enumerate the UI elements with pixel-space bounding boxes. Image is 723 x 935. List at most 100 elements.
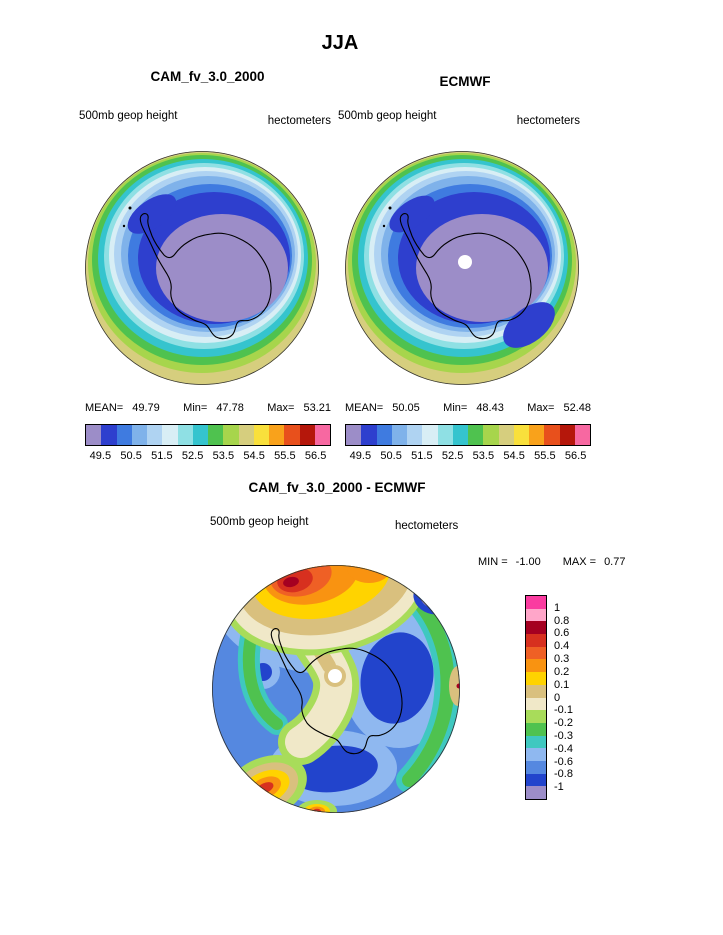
colorbar-segment	[526, 697, 546, 711]
map-cam	[85, 151, 319, 385]
colorbar-segment	[131, 425, 147, 445]
colorbar-segment	[391, 425, 407, 445]
colorbar-tick-label: 0.1	[554, 678, 570, 691]
panel-title-cam: CAM_fv_3.0_2000	[150, 69, 265, 84]
field-label-ecmwf: 500mb geop height	[338, 110, 437, 122]
colorbar-tick-label: -0.8	[554, 768, 573, 781]
colorbar-tick-label: 0.4	[554, 640, 570, 653]
colorbar-segment	[526, 672, 546, 685]
colorbar-segment	[116, 425, 132, 445]
island-mark	[122, 224, 126, 228]
stat-max-label: MAX =	[562, 556, 597, 568]
colorbar-tick-label: 54.5	[503, 450, 525, 462]
colorbar-tick-label: 51.5	[151, 450, 173, 462]
stat-min-label: Min=	[183, 402, 208, 414]
colorbar-tick-label: -0.1	[554, 704, 573, 717]
colorbar-tick-label: 49.5	[349, 450, 372, 462]
colorbar-tick-label: 50.5	[380, 450, 402, 462]
colorbar-cam-labels: 49.5 50.5 51.5 52.5 53.5 54.5 55.5 56.5	[85, 450, 331, 464]
colorbar-tick-label: -1	[554, 781, 564, 794]
units-label-diff: hectometers	[395, 520, 459, 532]
panel-title-ecmwf: ECMWF	[439, 74, 491, 89]
colorbar-tick-label: 51.5	[411, 450, 433, 462]
colorbar-segment	[544, 425, 560, 445]
colorbar-segment	[526, 735, 546, 749]
colorbar-segment	[422, 425, 438, 445]
island-mark	[388, 206, 392, 210]
colorbar-segment	[192, 425, 208, 445]
colorbar-segment	[223, 425, 239, 445]
colorbar-segment	[284, 425, 300, 445]
colorbar-segment	[526, 710, 546, 723]
colorbar-segment	[361, 425, 377, 445]
colorbar-segment	[526, 621, 546, 635]
stat-max-label: Max=	[267, 402, 295, 414]
colorbar-tick-label: 55.5	[534, 450, 556, 462]
colorbar-segment	[468, 425, 484, 445]
colorbar-ecmwf-labels: 49.5 50.5 51.5 52.5 53.5 54.5 55.5 56.5	[345, 450, 591, 464]
colorbar-segment	[498, 425, 514, 445]
colorbar-segment	[162, 425, 178, 445]
pole-missing-data-dot	[458, 255, 472, 269]
colorbar-segment	[526, 634, 546, 647]
colorbar-tick-label: 54.5	[243, 450, 265, 462]
colorbar-segment	[407, 425, 423, 445]
island-mark	[128, 206, 132, 210]
colorbar-tick-label: 53.5	[212, 450, 235, 462]
colorbar-tick-label: 49.5	[89, 450, 112, 462]
colorbar-segment	[574, 425, 590, 445]
colorbar-ecmwf	[345, 424, 591, 446]
colorbar-tick-label: 53.5	[472, 450, 495, 462]
stat-mean-value: 49.79	[132, 402, 160, 414]
stat-min-label: MIN =	[478, 556, 508, 568]
colorbar-tick-label: 52.5	[441, 450, 464, 462]
stat-min-value: 48.43	[476, 402, 504, 414]
colorbar-segment	[526, 773, 546, 787]
colorbar-segment	[147, 425, 163, 445]
colorbar-tick-label: -0.6	[554, 755, 573, 768]
stats-ecmwf: MEAN= 50.05 Min= 48.43 Max= 52.48	[345, 402, 591, 414]
map-diff	[212, 565, 460, 813]
colorbar-segment	[526, 608, 546, 622]
stat-mean-label: MEAN=	[85, 402, 124, 414]
colorbar-segment	[208, 425, 224, 445]
season-title: JJA	[321, 32, 359, 54]
stats-diff: MIN = -1.00 MAX = 0.77	[478, 556, 625, 568]
colorbar-segment	[346, 425, 362, 445]
colorbar-segment	[526, 684, 546, 698]
colorbar-tick-label: 0.8	[554, 614, 570, 627]
colorbar-tick-label: 56.5	[564, 450, 587, 462]
colorbar-segment	[299, 425, 315, 445]
stat-max-value: 0.77	[604, 556, 626, 568]
stat-min-value: 47.78	[216, 402, 244, 414]
colorbar-segment	[513, 425, 529, 445]
colorbar-diff	[525, 595, 547, 800]
colorbar-tick-label: 1	[554, 601, 561, 614]
ecmwf-contour-field	[345, 151, 579, 385]
stat-max-value: 52.48	[563, 402, 591, 414]
colorbar-tick-label: 55.5	[274, 450, 296, 462]
field-label-diff: 500mb geop height	[210, 516, 309, 528]
colorbar-segment	[526, 722, 546, 736]
cam-contour-field	[85, 151, 319, 385]
colorbar-segment	[526, 659, 546, 673]
colorbar-diff-labels: 1 0.8 0.6 0.4 0.3 0.2 0.1 0 -0.1 -0.2 -0.3 -0.4 -0.6…	[554, 595, 594, 800]
colorbar-tick-label: 0.3	[554, 653, 570, 666]
colorbar-segment	[86, 425, 102, 445]
colorbar-segment	[253, 425, 269, 445]
stat-mean-value: 50.05	[392, 402, 420, 414]
colorbar-segment	[526, 596, 546, 609]
colorbar-segment	[238, 425, 254, 445]
colorbar-segment	[177, 425, 193, 445]
map-border	[345, 151, 579, 385]
colorbar-tick-label: -0.3	[554, 729, 573, 742]
colorbar-tick-label: -0.2	[554, 717, 573, 730]
colorbar-tick-label: -0.4	[554, 742, 573, 755]
colorbar-segment	[483, 425, 499, 445]
stat-min-label: Min=	[443, 402, 468, 414]
colorbar-segment	[437, 425, 453, 445]
map-ecmwf	[345, 151, 579, 385]
colorbar-segment	[314, 425, 330, 445]
colorbar-segment	[526, 748, 546, 761]
map-border	[85, 151, 319, 385]
